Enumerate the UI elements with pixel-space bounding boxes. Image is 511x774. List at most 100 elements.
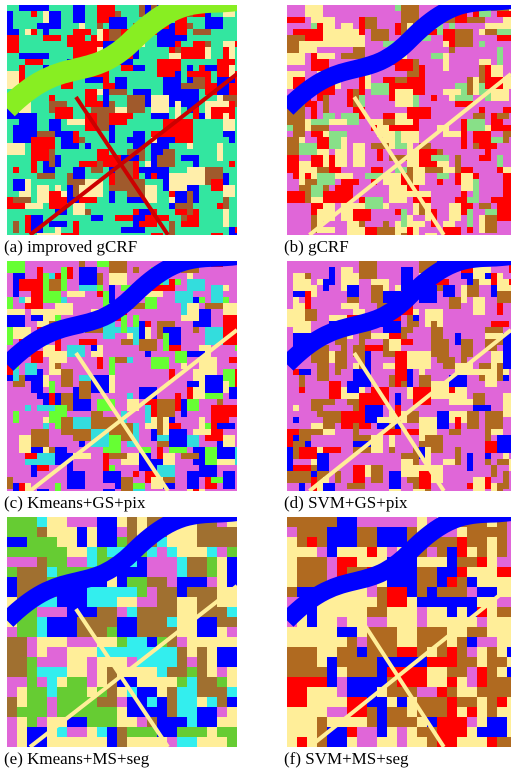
image-region <box>341 339 347 357</box>
image-region <box>337 647 347 667</box>
image-region <box>217 143 223 161</box>
panel-caption: (b) gCRF <box>284 237 349 256</box>
panel-image <box>287 256 511 507</box>
image-region <box>109 261 127 273</box>
image-region <box>97 607 117 627</box>
image-region <box>491 483 497 495</box>
image-region <box>109 89 127 95</box>
image-region <box>317 173 335 185</box>
image-region <box>473 131 491 143</box>
image-region <box>299 447 317 459</box>
image-region <box>353 423 359 435</box>
image-region <box>223 47 229 59</box>
image-region <box>67 647 97 657</box>
image-region <box>427 567 437 587</box>
image-region <box>229 405 247 417</box>
image-region <box>43 35 61 41</box>
image-region <box>133 267 139 273</box>
image-region <box>311 131 323 137</box>
image-region <box>353 47 365 59</box>
image-region <box>217 423 235 429</box>
image-region <box>365 345 383 351</box>
image-region <box>389 191 401 197</box>
image-region <box>19 279 37 291</box>
image-region <box>193 71 211 77</box>
image-region <box>31 429 49 447</box>
image-region <box>49 221 67 227</box>
image-region <box>205 65 217 71</box>
image-region <box>169 429 187 447</box>
image-region <box>329 119 347 125</box>
image-region <box>227 617 257 627</box>
image-region <box>297 517 327 537</box>
image-region <box>205 447 217 465</box>
image-region <box>479 215 485 233</box>
image-region <box>163 417 169 435</box>
image-region <box>455 155 461 173</box>
image-region <box>27 537 57 557</box>
image-region <box>31 465 37 477</box>
image-region <box>61 267 67 273</box>
image-region <box>97 279 103 285</box>
image-region <box>287 17 305 23</box>
image-region <box>109 285 115 303</box>
image-region <box>443 131 461 137</box>
image-region <box>413 221 419 239</box>
image-region <box>335 173 353 179</box>
image-region <box>13 167 19 173</box>
image-region <box>235 227 247 233</box>
image-region <box>467 453 473 471</box>
image-region <box>109 125 115 143</box>
image-region <box>49 149 55 167</box>
image-region <box>473 369 491 375</box>
image-region <box>27 667 37 697</box>
image-region <box>395 89 413 107</box>
image-region <box>187 279 205 291</box>
image-region <box>157 155 175 167</box>
image-region <box>467 119 485 131</box>
image-region <box>109 191 115 203</box>
image-region <box>383 119 395 125</box>
image-region <box>323 411 335 429</box>
image-region <box>473 405 491 411</box>
image-region <box>413 107 431 119</box>
image-region <box>389 351 395 357</box>
image-region <box>347 727 357 737</box>
image-region <box>327 657 337 687</box>
image-region <box>485 273 491 279</box>
image-region <box>205 375 223 393</box>
image-region <box>299 303 305 321</box>
panel-caption: (d) SVM+GS+pix <box>284 493 408 512</box>
image-region <box>25 363 37 375</box>
image-region <box>187 557 207 577</box>
image-region <box>323 95 329 113</box>
image-region <box>205 17 223 29</box>
image-region <box>497 737 511 747</box>
image-region <box>55 351 67 363</box>
image-region <box>443 89 461 95</box>
image-region <box>157 59 175 77</box>
image-region <box>67 119 85 125</box>
image-region <box>353 161 365 167</box>
panel-caption: (a) improved gCRF <box>4 237 137 256</box>
image-region <box>287 137 299 155</box>
image-region <box>447 547 457 577</box>
image-region <box>401 5 419 23</box>
image-region <box>485 429 491 441</box>
image-region <box>187 191 193 203</box>
image-region <box>491 137 503 143</box>
image-region <box>479 41 485 47</box>
image-region <box>109 357 115 375</box>
image-region <box>207 527 237 547</box>
image-region <box>103 453 109 471</box>
image-region <box>37 647 47 657</box>
image-region <box>27 567 47 577</box>
image-region <box>67 471 85 489</box>
image-region <box>395 113 407 125</box>
image-region <box>177 597 197 617</box>
image-region <box>87 547 97 567</box>
image-region <box>317 453 329 471</box>
image-region <box>197 737 217 767</box>
image-region <box>223 471 235 489</box>
image-region <box>437 411 449 429</box>
